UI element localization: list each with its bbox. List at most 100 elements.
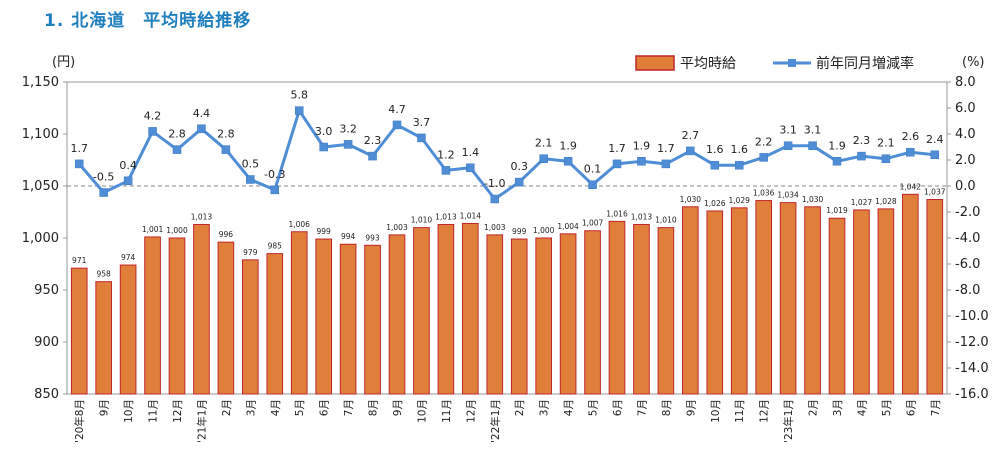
line-value-label: 5.8 — [290, 89, 308, 102]
x-tick-label: 12月 — [759, 399, 771, 423]
bar-value-label: 1,013 — [191, 212, 213, 221]
line-value-label: 0.5 — [242, 158, 260, 171]
bar — [804, 206, 821, 395]
bar-value-label: 1,034 — [777, 191, 799, 200]
line-value-label: 3.0 — [315, 125, 333, 138]
line-point — [319, 142, 328, 152]
right-tick-label: 8.0 — [955, 75, 976, 90]
line-point — [612, 159, 622, 169]
right-axis-unit: (%) — [962, 55, 985, 70]
bar-value-label: 958 — [97, 270, 112, 279]
x-tick-label: '23年1月 — [782, 399, 795, 443]
bar — [510, 238, 528, 395]
line-value-label: 1.6 — [730, 143, 748, 156]
bar-series — [70, 193, 944, 395]
bar-value-label: 1,000 — [533, 226, 555, 235]
x-tick-label: 8月 — [661, 399, 673, 416]
line-value-label: 1.7 — [70, 142, 88, 155]
x-tick-label: 8月 — [368, 399, 380, 416]
line-point — [783, 141, 793, 150]
bar-value-label: 996 — [219, 230, 234, 239]
left-axis-unit: (円) — [52, 55, 75, 70]
bar-value-label: 1,013 — [631, 212, 653, 221]
bar-value-label: 999 — [512, 227, 527, 236]
page-title: 1. 北海道 平均時給推移 — [44, 11, 252, 31]
legend-line-marker — [788, 59, 796, 67]
x-tick-label: '22年1月 — [489, 399, 502, 443]
bar-value-label: 1,003 — [386, 223, 408, 232]
line-point — [392, 120, 402, 130]
line-point — [294, 106, 304, 115]
legend-bar-label: 平均時給 — [680, 56, 736, 72]
right-tick-label: 2.0 — [955, 153, 976, 168]
right-tick-label: -4.0 — [955, 231, 980, 246]
line-point — [270, 185, 280, 195]
line-series — [74, 106, 940, 204]
line-value-label: 2.6 — [902, 130, 920, 143]
x-tick-label: 4月 — [563, 399, 575, 416]
x-tick-label: 12月 — [465, 399, 477, 423]
bar-value-label: 999 — [317, 227, 332, 236]
line-point — [466, 163, 475, 173]
bar — [706, 210, 724, 395]
line-value-label: 3.1 — [804, 124, 822, 137]
x-tick-label: '21年1月 — [195, 399, 208, 443]
bar-value-label: 1,029 — [728, 196, 750, 205]
line-value-label: 1.9 — [828, 139, 846, 152]
bar — [926, 199, 944, 395]
line-value-label: -0.5 — [93, 171, 114, 184]
bar — [902, 193, 919, 395]
left-tick-label: 900 — [34, 335, 59, 350]
bar — [266, 253, 284, 395]
legend-line-label: 前年同月増減率 — [816, 55, 914, 72]
left-tick-label: 850 — [34, 387, 59, 402]
x-tick-label: 5月 — [881, 399, 893, 416]
x-tick-label: 10月 — [123, 399, 135, 423]
legend-bar-swatch — [635, 55, 675, 71]
line-value-label: 0.4 — [119, 159, 137, 172]
left-axis: 850 900 950 1,000 1,050 1,100 1,150 — [22, 75, 67, 402]
line-labels: 1.7 -0.5 0.4 4.2 2.8 4.4 2.8 0.5 -0.3 5.8 3.0 3.2 2.… — [70, 89, 943, 190]
bar-value-label: 985 — [268, 242, 283, 251]
line-value-label: 2.2 — [755, 135, 773, 148]
right-tick-label: -12.0 — [955, 335, 989, 350]
right-tick-label: -8.0 — [955, 283, 980, 298]
line-value-label: 1.9 — [633, 139, 651, 152]
line-value-label: 1.9 — [559, 139, 577, 152]
x-tick-label: 3月 — [832, 399, 844, 416]
bar — [95, 281, 112, 395]
bar — [193, 223, 210, 395]
x-tick-label: 7月 — [636, 399, 648, 416]
x-tick-label: 2月 — [514, 399, 526, 416]
x-tick-label: 9月 — [685, 399, 697, 416]
bar — [290, 231, 308, 395]
line-point — [221, 145, 231, 154]
x-tick-label: 10月 — [416, 399, 428, 423]
x-tick-label: 2月 — [221, 399, 233, 416]
bar — [168, 237, 186, 395]
bar-value-label: 1,016 — [606, 209, 628, 218]
bar — [608, 220, 626, 395]
right-tick-label: -10.0 — [955, 309, 989, 324]
bar-value-label: 1,042 — [900, 182, 922, 191]
line-point — [808, 141, 817, 150]
bar — [657, 227, 675, 395]
bar — [779, 202, 797, 395]
line-point — [637, 157, 646, 166]
bar — [559, 233, 577, 395]
line-point — [710, 160, 720, 170]
bar-value-label: 1,030 — [802, 195, 824, 204]
left-tick-label: 950 — [34, 283, 59, 298]
line-value-label: 2.3 — [853, 134, 871, 147]
bar — [242, 259, 259, 395]
bar-value-label: 1,019 — [826, 206, 848, 215]
bar — [437, 223, 455, 395]
line-point — [857, 151, 866, 161]
line-point — [563, 157, 573, 166]
line-value-label: 4.4 — [193, 107, 211, 120]
line-value-label: 1.4 — [462, 146, 480, 159]
left-tick-label: 1,050 — [22, 179, 59, 194]
x-tick-label: 9月 — [99, 399, 111, 416]
bar-value-label: 1,014 — [460, 211, 482, 220]
